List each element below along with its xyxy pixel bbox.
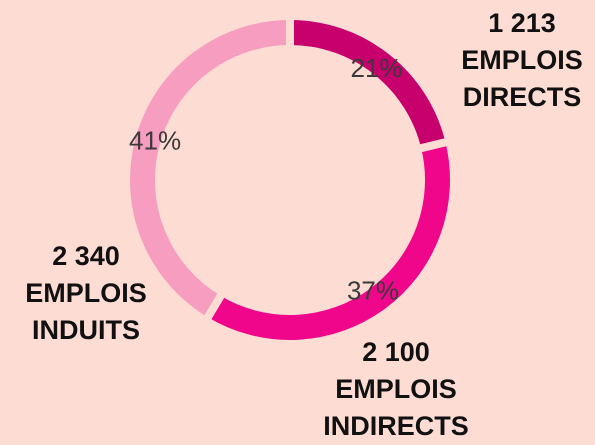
category-label: 2 100 EMPLOIS INDIRECTS	[323, 337, 469, 441]
donut-segment	[200, 136, 458, 348]
percent-label: 21%	[351, 53, 403, 83]
percent-label: 41%	[129, 126, 181, 156]
category-label: 1 213 EMPLOIS DIRECTS	[461, 8, 583, 112]
donut-segment	[122, 11, 294, 327]
category-label: 2 340 EMPLOIS INDUITS	[25, 241, 147, 345]
percent-label: 37%	[347, 276, 399, 306]
